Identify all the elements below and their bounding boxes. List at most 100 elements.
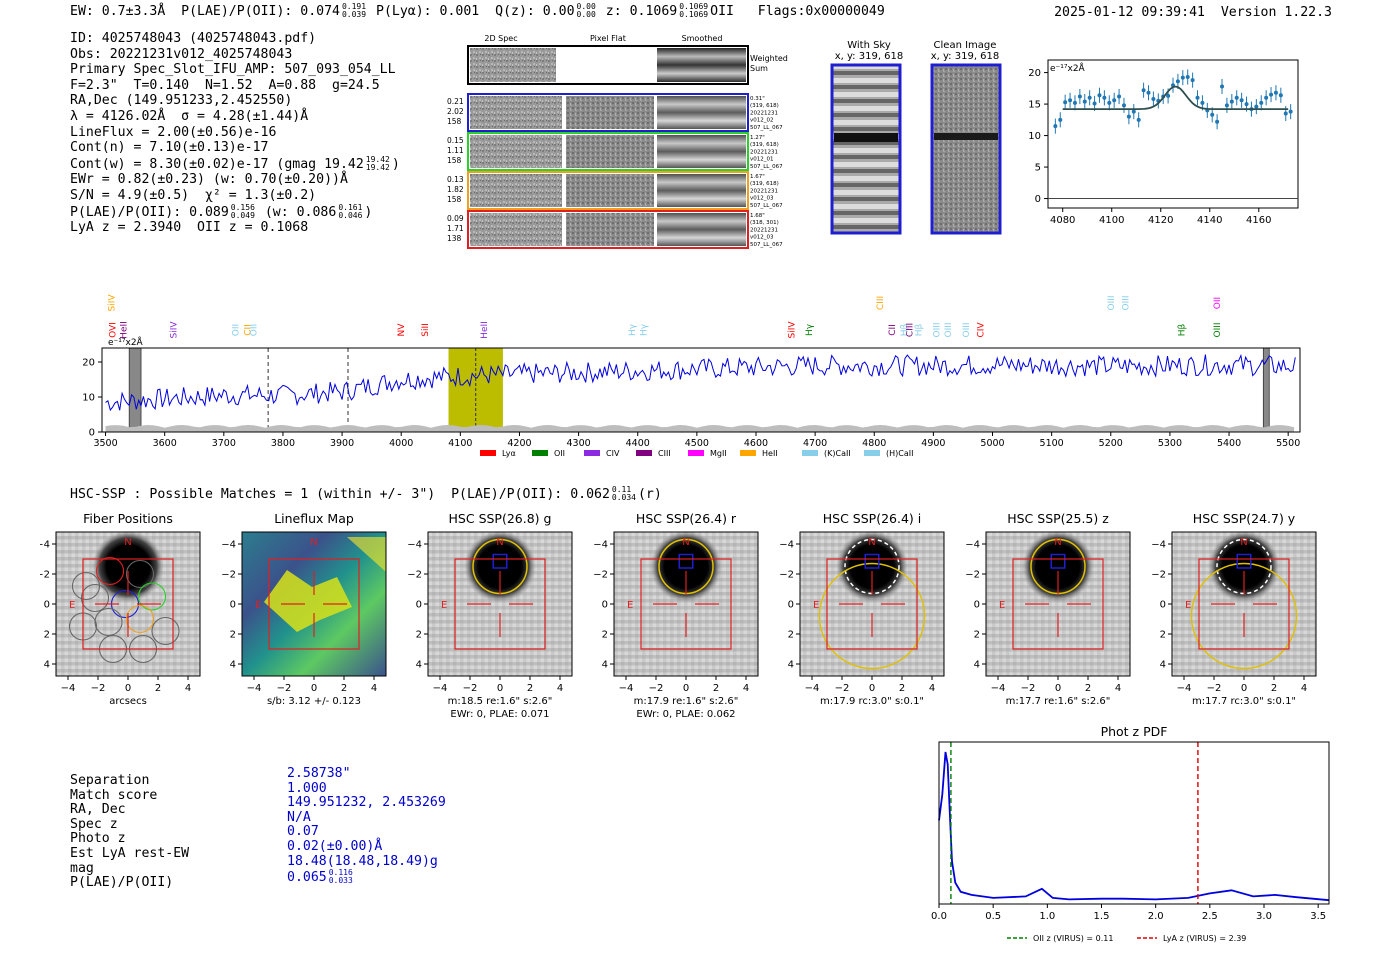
full-xtick-label: 5400 — [1217, 438, 1241, 449]
zoom-point — [1141, 88, 1146, 93]
cutout-right-label: 507_LL_067 — [750, 164, 783, 170]
line-label-bottom: HeII — [480, 321, 490, 339]
cutout-left-label: 1.11 — [447, 146, 464, 155]
with-sky-coords: x, y: 319, 618 — [835, 51, 904, 62]
zoom-point — [1175, 79, 1180, 84]
header-qz-lo: 0.00 — [576, 10, 596, 19]
line-label-bottom: Hγ — [628, 323, 638, 336]
zoom-point — [1215, 119, 1220, 124]
zoom-point — [1288, 109, 1293, 114]
north-label: N — [868, 537, 875, 548]
sky-clean-images: With Sky x, y: 319, 618 Clean Image x, y… — [830, 40, 1002, 235]
zoom-ytick-label: 0 — [1035, 194, 1041, 205]
match-value: 0.02(±0.00)Å — [287, 839, 446, 855]
info-contw-hi: 19.42 — [365, 154, 390, 164]
zoom-fit-plot: e⁻¹⁷x2Å 4080 4100 4120 4140 4160 0 5 10 15 20 — [1028, 59, 1299, 226]
panel-ytick-label: −2 — [221, 570, 236, 581]
full-xtick-label: 5000 — [980, 438, 1004, 449]
weighted-label-1: Weighted — [750, 54, 788, 63]
line-label-bottom: CIII — [906, 323, 916, 337]
cutout-left-label: 138 — [447, 234, 462, 243]
zoom-point — [1107, 100, 1112, 105]
panel-caption: EWr: 0, PLAE: 0.071 — [450, 709, 549, 720]
match-label: Est LyA rest-EW — [70, 845, 190, 861]
match-square — [492, 553, 508, 569]
clean-image — [930, 63, 1002, 235]
zoom-point — [1146, 90, 1151, 95]
imaging-panels: Fiber Positions N E −4 4 −2 2 0 0 2 −2 4 −4 arcsecs Li… — [40, 511, 1317, 720]
photz-xtick-label: 3.5 — [1310, 911, 1326, 922]
panel-title: Fiber Positions — [83, 511, 173, 526]
zoom-point — [1190, 78, 1195, 83]
panel-ytick-label: 0 — [602, 600, 608, 611]
full-xtick-label: 3700 — [212, 438, 236, 449]
match-value: 18.48(18.48,18.49)g — [287, 854, 446, 870]
panel-caption: m:18.5 re:1.6" s:2.6" — [448, 696, 553, 707]
panel-ytick-label: 2 — [788, 630, 794, 641]
panel-ytick-label: −4 — [779, 540, 794, 551]
line-label-bottom: OII — [232, 324, 242, 336]
line-label-bottom: SiII — [421, 323, 431, 337]
info-contw: Cont(w) = 8.30(±0.02)e-17 (gmag 19.42 19.… — [70, 154, 400, 173]
info-ewr: EWr = 0.82(±0.23) (w: 0.70(±0.20))Å — [70, 172, 348, 188]
info-plae-w: (w: 0.086 — [264, 204, 337, 220]
zoom-fit-curve — [1062, 85, 1289, 110]
cutout-smooth — [657, 213, 746, 246]
panel-ytick-label: 2 — [602, 630, 608, 641]
bright-source — [650, 530, 722, 603]
line-label-bottom: NV — [397, 323, 407, 337]
header-summary: EW: 0.7±3.3Å P(LAE)/P(OII): 0.074 0.191 0.… — [70, 3, 885, 20]
match-square — [678, 553, 694, 569]
panel-caption: m:17.9 rc:3.0" s:0.1" — [820, 696, 924, 707]
zoom-point — [1092, 101, 1097, 106]
panel-xtick-label: 0 — [683, 683, 689, 694]
full-xtick-label: 4900 — [921, 438, 945, 449]
panel-title: Lineflux Map — [274, 511, 354, 526]
zoom-point — [1077, 94, 1082, 99]
zoom-point — [1151, 97, 1156, 102]
east-label: E — [441, 600, 447, 611]
match-square — [1050, 553, 1066, 569]
panel-ytick-label: 0 — [44, 600, 50, 611]
panel-ytick-label: −2 — [40, 570, 50, 581]
bright-source — [464, 530, 536, 603]
cutout-flat — [566, 174, 654, 207]
lineflux-peak — [264, 570, 352, 632]
legend-label: OII — [554, 449, 565, 458]
zoom-point — [1259, 100, 1264, 105]
panel-ytick-label: −4 — [221, 540, 236, 551]
search-box — [268, 558, 360, 650]
panel-xtick-label: 4 — [743, 683, 749, 694]
hsc-title-hi: 0.11 — [611, 485, 632, 494]
full-ytick-label: 20 — [82, 358, 95, 369]
cutout-right-label: v012_03 — [750, 196, 774, 202]
panel-ytick-label: 4 — [788, 660, 794, 671]
legend-lya: LyA z (VIRUS) = 2.39 — [1163, 934, 1246, 943]
match-value: 0.065 0.116 0.033 — [287, 869, 446, 886]
legend-label: (K)CaII — [824, 449, 851, 458]
line-label-bottom: SiIV — [787, 321, 797, 339]
header-qz: Q(z): 0.00 — [495, 4, 575, 19]
line-label-bottom: SiIV — [170, 321, 180, 339]
info-plae-end: ) — [364, 204, 373, 220]
match-label: P(LAE)/P(OII) — [70, 875, 174, 891]
header-datetime: 2025-01-12 09:39:41 — [1054, 5, 1205, 20]
full-xtick-label: 3500 — [93, 438, 117, 449]
match-value-text: 149.951232, 2.453269 — [287, 795, 446, 811]
panel-xtick-label: 4 — [557, 683, 563, 694]
weighted-smooth — [657, 48, 746, 82]
panel-ytick-label: −2 — [779, 570, 794, 581]
legend-swatch — [532, 450, 548, 456]
photz-xtick-label: 3.0 — [1256, 911, 1272, 922]
match-value-text: 2.58738" — [287, 766, 351, 781]
zoom-point — [1180, 75, 1185, 80]
zoom-point — [1269, 92, 1274, 97]
panel-ytick-label: 2 — [230, 630, 236, 641]
panel-xtick-label: −4 — [433, 683, 448, 694]
panel-ytick-label: 2 — [44, 630, 50, 641]
photz-xtick-label: 1.5 — [1094, 911, 1110, 922]
cutout-right-label: 1.67" — [750, 174, 765, 180]
east-label: E — [627, 600, 633, 611]
cutout-left-label: 0.21 — [447, 97, 464, 106]
